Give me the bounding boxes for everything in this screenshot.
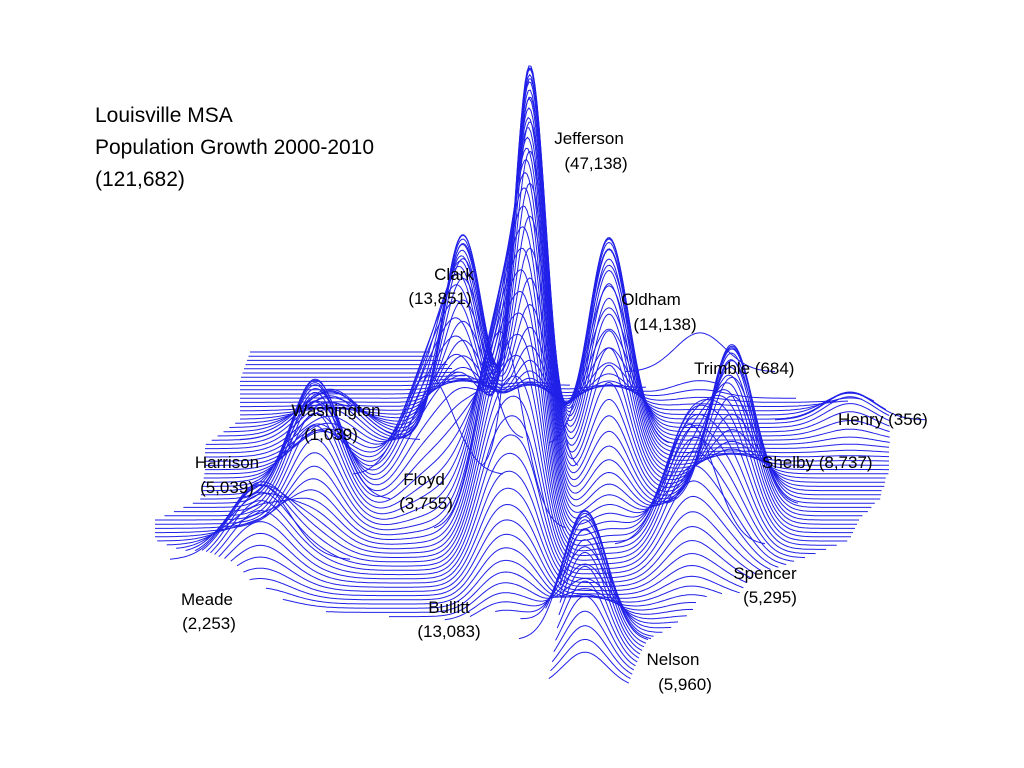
county-growth: (5,960) [658,675,712,694]
county-name: Shelby [762,453,814,472]
county-growth: (356) [888,410,928,429]
ridge-line [551,625,633,675]
ridge-line [230,487,752,588]
county-name: Nelson [647,650,700,669]
ridge-line [243,519,744,597]
ridge-line [282,559,707,609]
ridge-line [200,116,881,500]
ridge-line [559,528,645,648]
county-peak [665,345,799,504]
ridge-line [214,434,771,576]
ridge-line [166,290,837,546]
county-growth: (2,253) [182,614,236,633]
county-name: Bullitt [428,598,470,617]
county-name: Jefferson [554,129,624,148]
ridge-line [224,470,757,584]
county-peak [774,392,926,421]
title-line: Louisville MSA [95,104,233,127]
county-label: Trimble (684) [694,359,794,378]
county-name: Harrison [195,453,259,472]
ridge-line [155,187,857,525]
county-growth: (13,851) [408,289,471,308]
county-name: Oldham [621,290,681,309]
county-growth: (1,039) [304,425,358,444]
county-peak [624,332,776,373]
ridge-line [444,563,687,621]
title-line: Population Growth 2000-2010 [95,136,374,159]
ridge-line [176,312,827,550]
ridge-line [389,577,694,618]
county-peak [352,374,504,475]
county-name: Henry [838,410,884,429]
county-growth: (5,295) [743,588,797,607]
ridge-line [495,529,672,629]
title-total: (121,682) [95,168,185,191]
county-peak [548,237,670,444]
ridge-line [469,546,679,624]
ridge-line [553,610,635,671]
ridge-line [556,580,638,663]
county-peak [433,331,567,529]
ridge-line [548,651,630,684]
ridge-line [559,552,641,655]
county-peak [614,423,766,545]
ridge-line [241,375,465,378]
county-growth: (3,755) [399,494,453,513]
ridge-line [555,595,636,667]
county-label: Henry (356) [838,410,928,429]
ridge-line [520,515,663,633]
ridge-line [559,512,649,640]
county-peak [402,234,524,439]
ridge-line [173,147,868,513]
county-peak [239,382,391,500]
county-label: Shelby (8,737) [762,453,873,472]
ridge-line [559,519,647,644]
ridge-line [558,565,640,659]
county-peak [518,510,652,640]
ridge-line [249,533,740,601]
county-name: Spencer [733,564,797,583]
ridge-line [155,247,851,538]
county-growth: (684) [755,359,795,378]
ridge-line [218,452,762,580]
county-peak [239,390,421,440]
county-growth: (8,737) [819,453,873,472]
county-peak [169,484,351,560]
ridge-line [157,269,848,542]
county-growth: (47,138) [564,154,627,173]
county-peak [481,67,579,466]
county-name: Trimble [694,359,750,378]
ridge-line [265,547,723,605]
ridge-line [559,539,643,651]
county-name: Clark [434,265,474,284]
county-name: Meade [181,590,233,609]
ridge-line [236,503,748,592]
ridge-line [325,571,697,613]
ridge-line [205,395,787,567]
county-growth: (13,083) [417,622,480,641]
county-name: Floyd [403,470,445,489]
ridge-line [185,333,816,555]
ridge-line [550,639,631,680]
county-name: Washington [291,401,380,420]
county-growth: (5,039) [200,478,254,497]
county-growth: (14,138) [633,315,696,334]
